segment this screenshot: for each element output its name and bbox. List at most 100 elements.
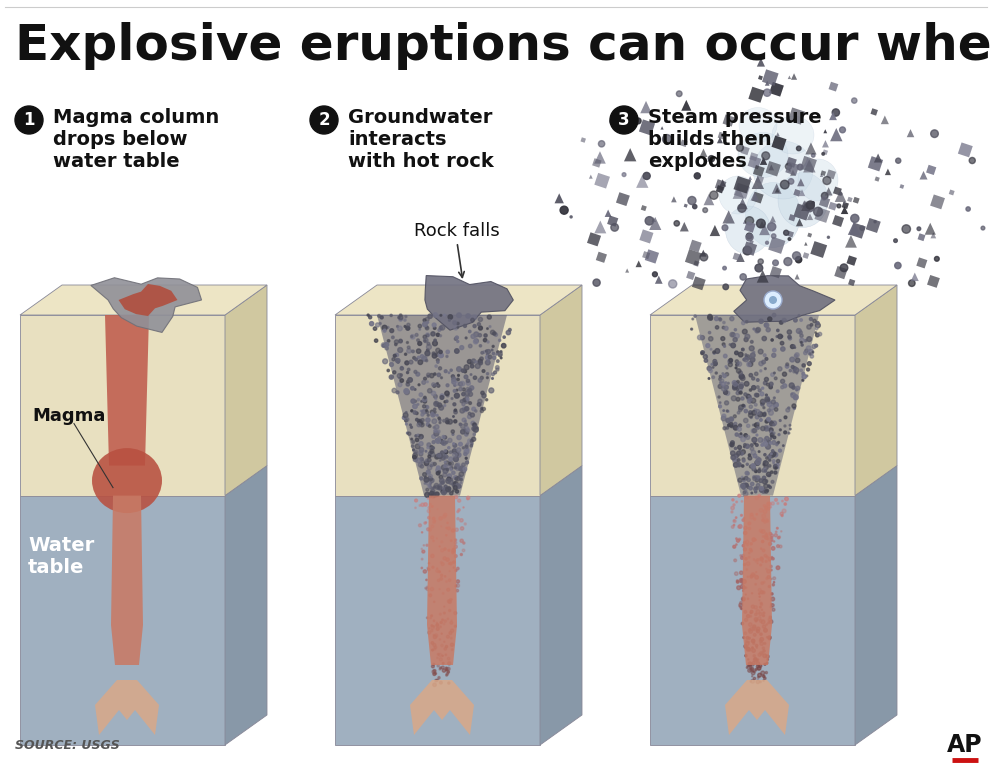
Circle shape <box>439 667 441 669</box>
Circle shape <box>765 368 766 370</box>
Circle shape <box>452 561 455 564</box>
Circle shape <box>712 376 714 378</box>
Circle shape <box>454 625 456 627</box>
Circle shape <box>746 485 748 486</box>
Circle shape <box>718 378 721 381</box>
Circle shape <box>738 446 741 449</box>
Circle shape <box>450 468 452 471</box>
Circle shape <box>754 658 757 660</box>
Circle shape <box>570 216 572 218</box>
Circle shape <box>747 362 751 367</box>
Circle shape <box>822 196 826 200</box>
Circle shape <box>744 418 748 423</box>
Circle shape <box>745 490 747 491</box>
Circle shape <box>756 659 758 661</box>
Circle shape <box>765 490 768 493</box>
Circle shape <box>733 338 737 342</box>
Circle shape <box>472 407 475 411</box>
Circle shape <box>790 357 795 362</box>
Circle shape <box>743 637 745 639</box>
Circle shape <box>447 477 450 481</box>
Polygon shape <box>847 197 852 203</box>
Circle shape <box>759 319 763 324</box>
Circle shape <box>759 593 760 594</box>
Circle shape <box>765 536 768 540</box>
Circle shape <box>466 398 469 400</box>
Circle shape <box>493 356 496 360</box>
Circle shape <box>757 659 759 661</box>
Circle shape <box>441 562 444 565</box>
Circle shape <box>421 411 422 412</box>
Circle shape <box>434 492 439 497</box>
Circle shape <box>398 382 402 386</box>
Circle shape <box>743 518 745 519</box>
Circle shape <box>450 622 452 624</box>
Circle shape <box>756 662 760 665</box>
Circle shape <box>765 518 768 522</box>
Circle shape <box>739 606 741 607</box>
Circle shape <box>449 571 450 572</box>
Circle shape <box>467 414 471 418</box>
Circle shape <box>509 328 511 332</box>
Circle shape <box>461 393 465 396</box>
Circle shape <box>764 454 766 456</box>
Circle shape <box>456 448 460 452</box>
Ellipse shape <box>778 173 828 228</box>
Circle shape <box>436 361 439 364</box>
Circle shape <box>755 475 758 479</box>
Circle shape <box>738 478 742 482</box>
Circle shape <box>764 323 769 328</box>
Circle shape <box>771 604 774 607</box>
Circle shape <box>740 554 741 556</box>
Polygon shape <box>744 221 756 233</box>
Circle shape <box>444 620 446 622</box>
Circle shape <box>748 396 750 397</box>
Circle shape <box>408 432 411 436</box>
Circle shape <box>441 481 444 484</box>
Circle shape <box>413 404 418 408</box>
Circle shape <box>493 332 496 335</box>
Circle shape <box>622 173 626 177</box>
Circle shape <box>771 593 773 595</box>
Circle shape <box>790 429 792 430</box>
Circle shape <box>790 383 795 388</box>
Circle shape <box>457 511 459 513</box>
Circle shape <box>429 528 432 531</box>
Circle shape <box>744 357 748 362</box>
Circle shape <box>473 427 478 432</box>
Circle shape <box>753 424 754 426</box>
Circle shape <box>723 354 727 358</box>
Circle shape <box>709 191 718 199</box>
Circle shape <box>754 489 756 490</box>
Circle shape <box>768 485 770 487</box>
Circle shape <box>426 579 428 580</box>
Circle shape <box>788 335 791 339</box>
Circle shape <box>433 644 435 647</box>
Circle shape <box>497 351 499 353</box>
Circle shape <box>398 317 400 318</box>
Circle shape <box>687 196 696 205</box>
Circle shape <box>426 326 428 328</box>
Circle shape <box>416 438 419 442</box>
Circle shape <box>768 223 776 231</box>
Circle shape <box>755 415 759 419</box>
Circle shape <box>777 460 780 463</box>
Circle shape <box>750 417 752 418</box>
Circle shape <box>746 647 750 651</box>
Polygon shape <box>693 260 699 267</box>
Polygon shape <box>717 131 725 139</box>
Circle shape <box>739 434 742 438</box>
Polygon shape <box>751 192 759 201</box>
Circle shape <box>793 252 801 260</box>
Circle shape <box>827 236 829 239</box>
Circle shape <box>773 577 776 579</box>
Circle shape <box>769 428 773 432</box>
Circle shape <box>431 615 433 617</box>
Circle shape <box>434 429 436 432</box>
Circle shape <box>434 426 435 429</box>
Circle shape <box>742 579 746 583</box>
Circle shape <box>793 370 796 373</box>
Circle shape <box>379 322 381 325</box>
Circle shape <box>445 669 446 671</box>
Circle shape <box>460 408 464 413</box>
